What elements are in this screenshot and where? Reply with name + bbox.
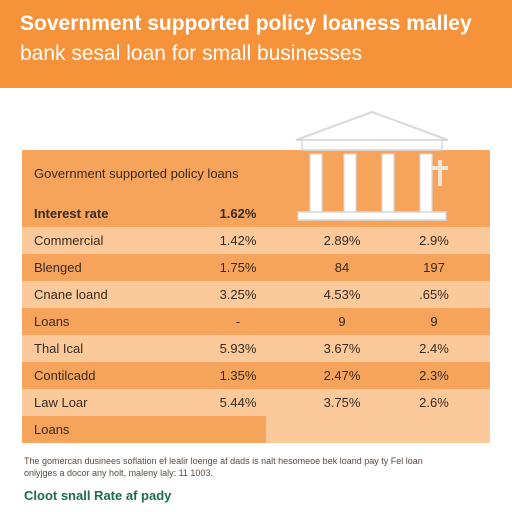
bank-building-icon — [295, 110, 449, 221]
banner-title-line2: bank sesal loan for small businesses — [20, 42, 363, 65]
row-value-1: 5.93% — [219, 341, 257, 356]
row-value-3: 2.9% — [419, 233, 449, 248]
footnote: The gomercan dusinees soflation ef leali… — [24, 455, 494, 479]
row-label: Law Loar — [34, 395, 88, 410]
row-label: Interest rate — [34, 206, 109, 221]
loan-rates-table: Government supported policy loans Intere… — [22, 150, 490, 443]
table-row: Law Loar 5.44% 3.75% 2.6% — [22, 389, 490, 416]
header-banner: Sovernment supported policy loaness mall… — [0, 0, 512, 88]
cta-link[interactable]: Cloot snall Rate af pady — [24, 488, 172, 503]
row-value-2: 9 — [338, 314, 346, 329]
table-caption-row: Government supported policy loans — [22, 150, 490, 200]
table-caption: Government supported policy loans — [34, 166, 239, 181]
row-value-1: 1.75% — [219, 260, 257, 275]
table-row: Blenged 1.75% 84 197 — [22, 254, 490, 281]
row-value-2: 4.53% — [323, 287, 361, 302]
row-value-2: 2.89% — [323, 233, 361, 248]
row-value-3: 2.6% — [419, 395, 449, 410]
row-value-2: 3.67% — [323, 341, 361, 356]
row-label: Loans — [34, 422, 70, 437]
row-value-1: 1.35% — [219, 368, 257, 383]
table-row: Loans - 9 9 — [22, 308, 490, 335]
row-value-3: 2.4% — [419, 341, 449, 356]
row-value-3: 9 — [430, 314, 438, 329]
table-row: Cnane loand 3.25% 4.53% .65% — [22, 281, 490, 308]
footnote-line2: onlyjges a docor any holt, maleny laly: … — [24, 468, 213, 478]
table-row: Thal Ical 5.93% 3.67% 2.4% — [22, 335, 490, 362]
row-value-2: 2.47% — [323, 368, 361, 383]
table-row: Interest rate 1.62% — [22, 200, 490, 227]
row-label: Loans — [34, 314, 70, 329]
row-value-1: 1.42% — [219, 233, 257, 248]
row-label: Cnane loand — [34, 287, 108, 302]
table-row: Contilcadd 1.35% 2.47% 2.3% — [22, 362, 490, 389]
row-value-3: .65% — [419, 287, 449, 302]
table-row: Commercial 1.42% 2.89% 2.9% — [22, 227, 490, 254]
row-value-2: 84 — [334, 260, 350, 275]
row-value-1: 5.44% — [219, 395, 257, 410]
row-label: Blenged — [34, 260, 82, 275]
row-shade — [22, 416, 266, 443]
row-value-1: - — [235, 314, 241, 329]
footnote-line1: The gomercan dusinees soflation ef leali… — [24, 456, 423, 466]
row-value-3: 197 — [423, 260, 445, 275]
row-value-1: 1.62% — [219, 206, 257, 221]
row-value-2: 3.75% — [323, 395, 361, 410]
table-row: Loans — [22, 416, 490, 443]
row-value-3: 2.3% — [419, 368, 449, 383]
row-label: Contilcadd — [34, 368, 96, 383]
banner-title-line1: Sovernment supported policy loaness mall… — [20, 12, 472, 35]
row-label: Commercial — [34, 233, 104, 248]
row-value-1: 3.25% — [219, 287, 257, 302]
row-label: Thal Ical — [34, 341, 84, 356]
